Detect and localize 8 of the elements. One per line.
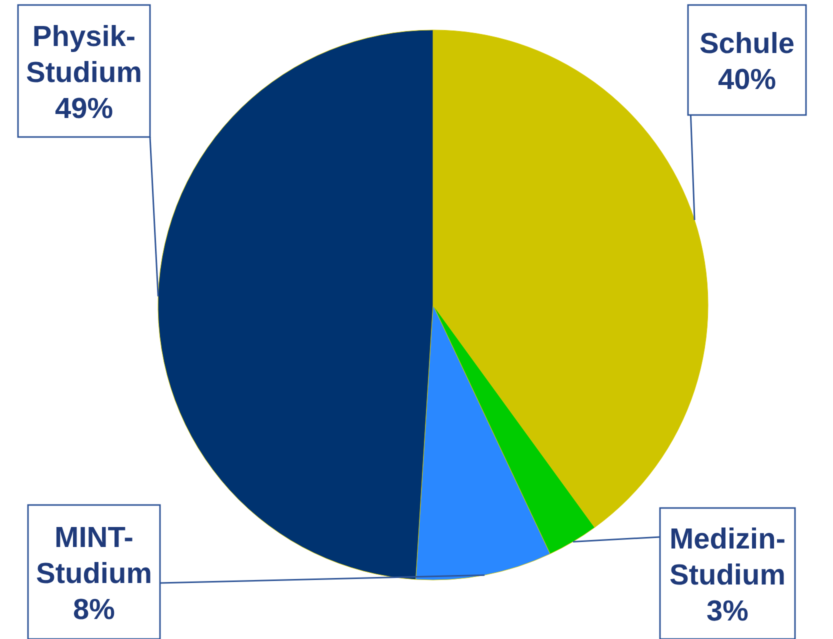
data-label: 8% [73,594,116,626]
slice-label: MINT-Studium [36,522,152,590]
slice-label: Physik-Studium [26,21,142,89]
data-label: 49% [54,93,114,125]
data-label: 3% [706,596,749,628]
data-label: 40% [718,64,776,96]
slice-label: Schule [699,28,795,60]
slice-label: Medizin-Studium [670,524,786,592]
